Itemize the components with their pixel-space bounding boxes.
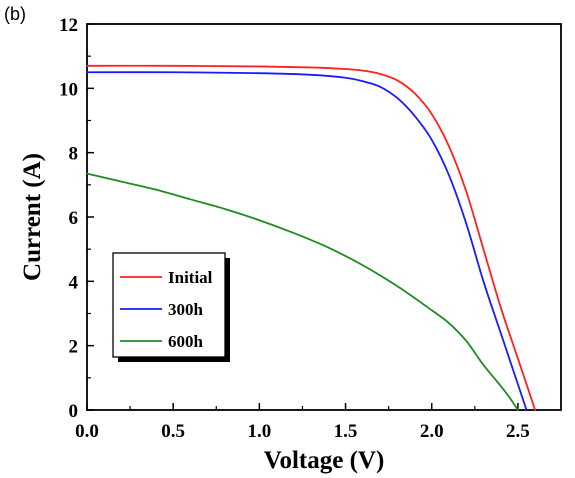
y-tick-label: 12 xyxy=(59,15,78,36)
y-tick-label: 6 xyxy=(69,208,79,229)
x-tick-label: 0.5 xyxy=(161,421,185,442)
legend-label-600h: 600h xyxy=(168,332,204,351)
legend-label-300h: 300h xyxy=(168,300,204,319)
x-tick-label: 2.5 xyxy=(506,421,530,442)
axis-ticks: 0.0 0.5 1.0 1.5 2.0 2.5 0 2 4 6 8 10 12 xyxy=(59,15,530,442)
legend-box xyxy=(112,252,226,358)
series-lines xyxy=(86,64,537,411)
y-tick-label: 2 xyxy=(69,337,79,358)
panel-label: (b) xyxy=(4,4,26,24)
y-tick-label: 8 xyxy=(69,144,79,165)
x-axis-title: Voltage (V) xyxy=(264,447,385,474)
legend-label-initial: Initial xyxy=(168,268,213,287)
series-line-600h xyxy=(86,172,519,411)
y-axis-title: Current (A) xyxy=(19,153,46,281)
legend-items: Initial 300h 600h xyxy=(120,268,213,351)
series-line-300h xyxy=(86,71,528,411)
x-tick-label: 2.0 xyxy=(420,421,444,442)
y-tick-label: 0 xyxy=(69,401,79,422)
legend: Initial 300h 600h xyxy=(112,252,230,362)
x-tick-label: 0.0 xyxy=(75,421,99,442)
x-tick-label: 1.0 xyxy=(247,421,271,442)
series-line-initial xyxy=(86,64,537,411)
x-tick-label: 1.5 xyxy=(334,421,358,442)
y-tick-label: 10 xyxy=(59,79,78,100)
y-tick-label: 4 xyxy=(69,272,79,293)
